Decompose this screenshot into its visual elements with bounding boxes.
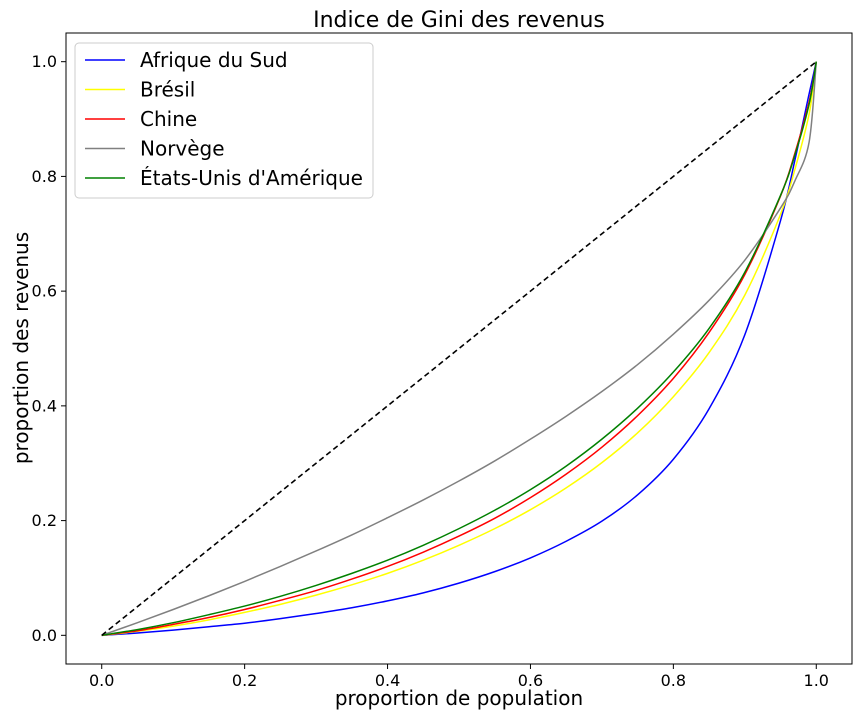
- series-line-0: [101, 61, 818, 637]
- y-tick-label: 1.0: [32, 52, 57, 71]
- x-tick-label: 0.4: [375, 671, 400, 690]
- series-layer: [101, 61, 818, 637]
- series-line-1: [101, 61, 818, 637]
- series-line-3: [101, 61, 818, 637]
- x-tick-label: 0.2: [232, 671, 257, 690]
- legend-label-0: Afrique du Sud: [140, 48, 288, 72]
- x-tick-label: 1.0: [804, 671, 829, 690]
- x-tick-label: 0.0: [89, 671, 114, 690]
- y-tick-label: 0.8: [32, 167, 57, 186]
- legend-box: [74, 42, 374, 199]
- x-tick-label: 0.8: [661, 671, 686, 690]
- y-tick-label: 0.4: [32, 396, 57, 415]
- y-tick-label: 0.0: [32, 626, 57, 645]
- y-axis-label: proportion des revenus: [9, 232, 33, 464]
- y-tick-label: 0.6: [32, 282, 57, 301]
- legend-label-4: États-Unis d'Amérique: [140, 166, 363, 190]
- chart-title: Indice de Gini des revenus: [313, 8, 605, 33]
- y-tick-label: 0.2: [32, 511, 57, 530]
- x-tick-label: 0.6: [518, 671, 543, 690]
- legend: Afrique du Sud Brésil Chine Norvège États-Un…: [74, 42, 374, 199]
- x-axis-ticks: 0.0 0.2 0.4 0.6 0.8 1.0: [89, 664, 829, 690]
- legend-label-2: Chine: [140, 107, 197, 131]
- legend-label-3: Norvège: [140, 137, 225, 161]
- series-line-4: [101, 61, 818, 637]
- plot-area: [65, 32, 853, 665]
- y-axis-ticks: 0.0 0.2 0.4 0.6 0.8 1.0: [32, 52, 66, 645]
- x-axis-label: proportion de population: [335, 686, 583, 710]
- legend-label-1: Brésil: [140, 78, 195, 102]
